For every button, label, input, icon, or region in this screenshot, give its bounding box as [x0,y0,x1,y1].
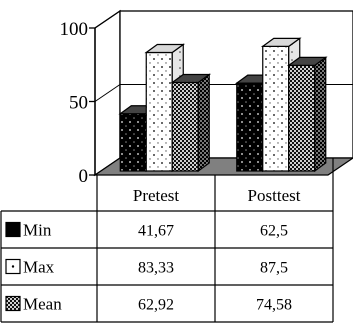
bar-front [119,113,147,172]
data-table: Pretest Posttest Min 41,67 62,5 Max 83,33 87,5 M… [0,158,334,323]
legend-swatch [5,295,21,312]
bar-top [260,37,302,47]
plot-area: 0 50 100 [60,9,353,187]
bar-top [144,43,186,54]
legend-label: Mean [23,295,62,314]
bar-front [262,45,290,172]
bar-front [171,81,199,172]
data-label: 62,92 [138,297,174,314]
category-label: Pretest [133,186,180,205]
bar-front [145,51,173,172]
gridline [94,10,121,29]
y-tick-label: 100 [60,19,89,40]
bar [286,56,328,173]
data-label: 74,58 [256,297,292,314]
bar-top [170,73,212,84]
data-label: 41,67 [138,223,174,240]
bar-side [314,56,327,173]
bar-top [286,56,328,66]
bar-front [288,64,316,172]
legend-label: Min [23,221,52,240]
legend-label: Max [23,258,55,277]
bar [170,73,212,173]
data-label: 83,33 [138,260,174,277]
legend-swatch [5,221,21,238]
category-label: Posttest [248,186,301,205]
gridline [94,84,121,102]
data-label: 87,5 [260,260,288,277]
y-tick-label: 50 [69,93,88,114]
bar-side [197,73,210,173]
bar-front [236,82,264,172]
data-label: 62,5 [260,223,288,240]
legend-swatch-dot [11,265,15,268]
y-tick-label: 0 [79,166,89,187]
